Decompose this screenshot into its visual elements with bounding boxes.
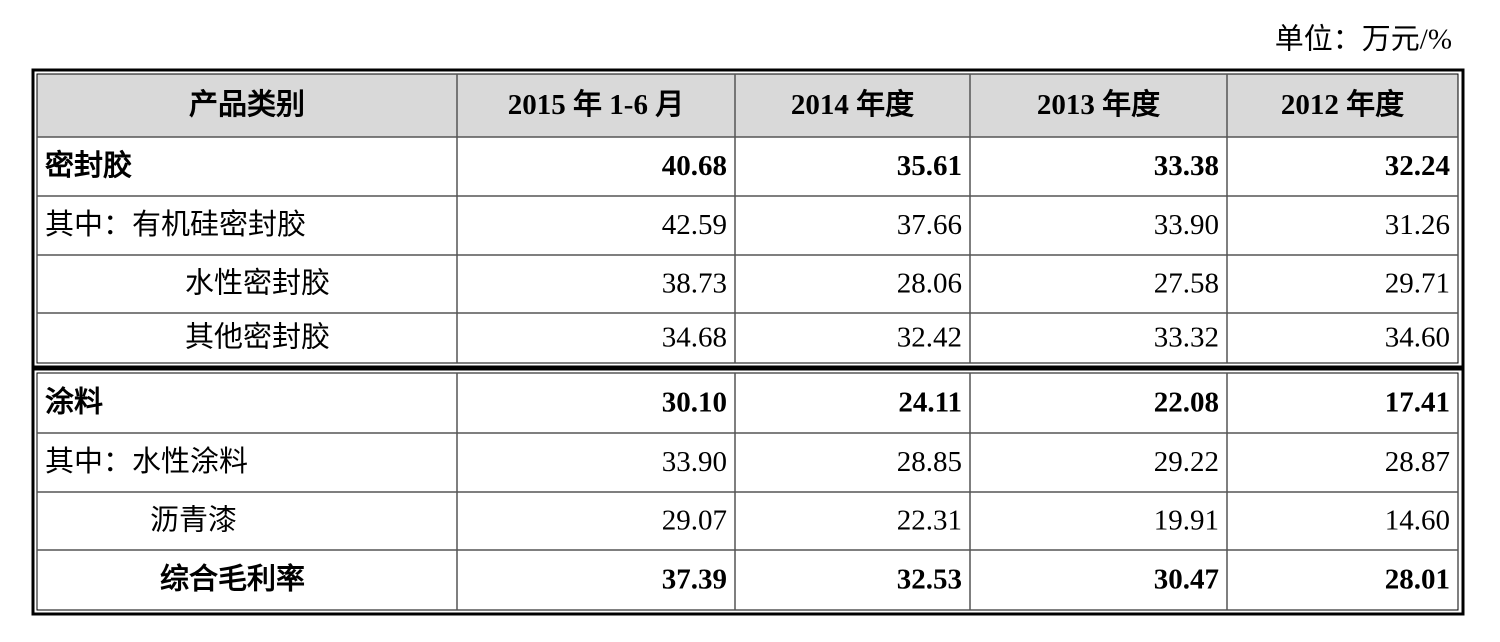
header-bg — [37, 74, 1458, 137]
row-label: 其中：有机硅密封胶 — [45, 208, 306, 241]
cell-value: 28.87 — [1385, 446, 1450, 478]
cell-value: 32.24 — [1385, 150, 1450, 182]
row-label: 沥青漆 — [150, 504, 237, 537]
cell-value: 29.22 — [1154, 446, 1219, 478]
cell-value: 17.41 — [1385, 387, 1450, 419]
cell-value: 22.08 — [1154, 387, 1219, 419]
row-label: 其他密封胶 — [185, 321, 330, 354]
cell-value: 28.01 — [1385, 564, 1450, 596]
cell-value: 42.59 — [662, 209, 727, 241]
cell-value: 32.53 — [897, 564, 962, 596]
cell-value: 37.39 — [662, 564, 727, 596]
row-label: 综合毛利率 — [160, 562, 305, 596]
cell-value: 28.85 — [897, 446, 962, 478]
cell-value: 30.10 — [662, 387, 727, 419]
cell-value: 33.32 — [1154, 322, 1219, 354]
row-label: 密封胶 — [45, 148, 132, 182]
row-label: 其中：水性涂料 — [45, 445, 248, 478]
header-cell: 2013 年度 — [1037, 87, 1160, 121]
header-cell: 2014 年度 — [791, 87, 914, 121]
row-label: 涂料 — [45, 385, 103, 419]
cell-value: 29.07 — [662, 505, 727, 537]
cell-value: 19.91 — [1154, 505, 1219, 537]
cell-value: 22.31 — [897, 505, 962, 537]
cell-value: 34.60 — [1385, 322, 1450, 354]
unit-note: 单位：万元/% — [1275, 23, 1452, 56]
cell-value: 37.66 — [897, 209, 962, 241]
cell-value: 33.90 — [1154, 209, 1219, 241]
cell-value: 40.68 — [662, 150, 727, 182]
cell-value: 31.26 — [1385, 209, 1450, 241]
cell-value: 33.38 — [1154, 150, 1219, 182]
cell-value: 32.42 — [897, 322, 962, 354]
cell-value: 28.06 — [897, 268, 962, 300]
cell-value: 35.61 — [897, 150, 962, 182]
table-border — [31, 367, 1465, 616]
row-label: 水性密封胶 — [185, 267, 330, 300]
cell-value: 14.60 — [1385, 505, 1450, 537]
cell-value: 29.71 — [1385, 268, 1450, 300]
cell-value: 30.47 — [1154, 564, 1219, 596]
cell-value: 24.11 — [898, 387, 962, 419]
table-border-inner — [36, 73, 1459, 364]
cell-value: 38.73 — [662, 268, 727, 300]
cell-value: 33.90 — [662, 446, 727, 478]
header-cell: 2015 年 1-6 月 — [508, 87, 684, 121]
header-cell: 2012 年度 — [1281, 87, 1404, 121]
table-border — [31, 68, 1465, 369]
cell-value: 34.68 — [662, 322, 727, 354]
cell-value: 27.58 — [1154, 268, 1219, 300]
header-cell: 产品类别 — [189, 88, 305, 121]
